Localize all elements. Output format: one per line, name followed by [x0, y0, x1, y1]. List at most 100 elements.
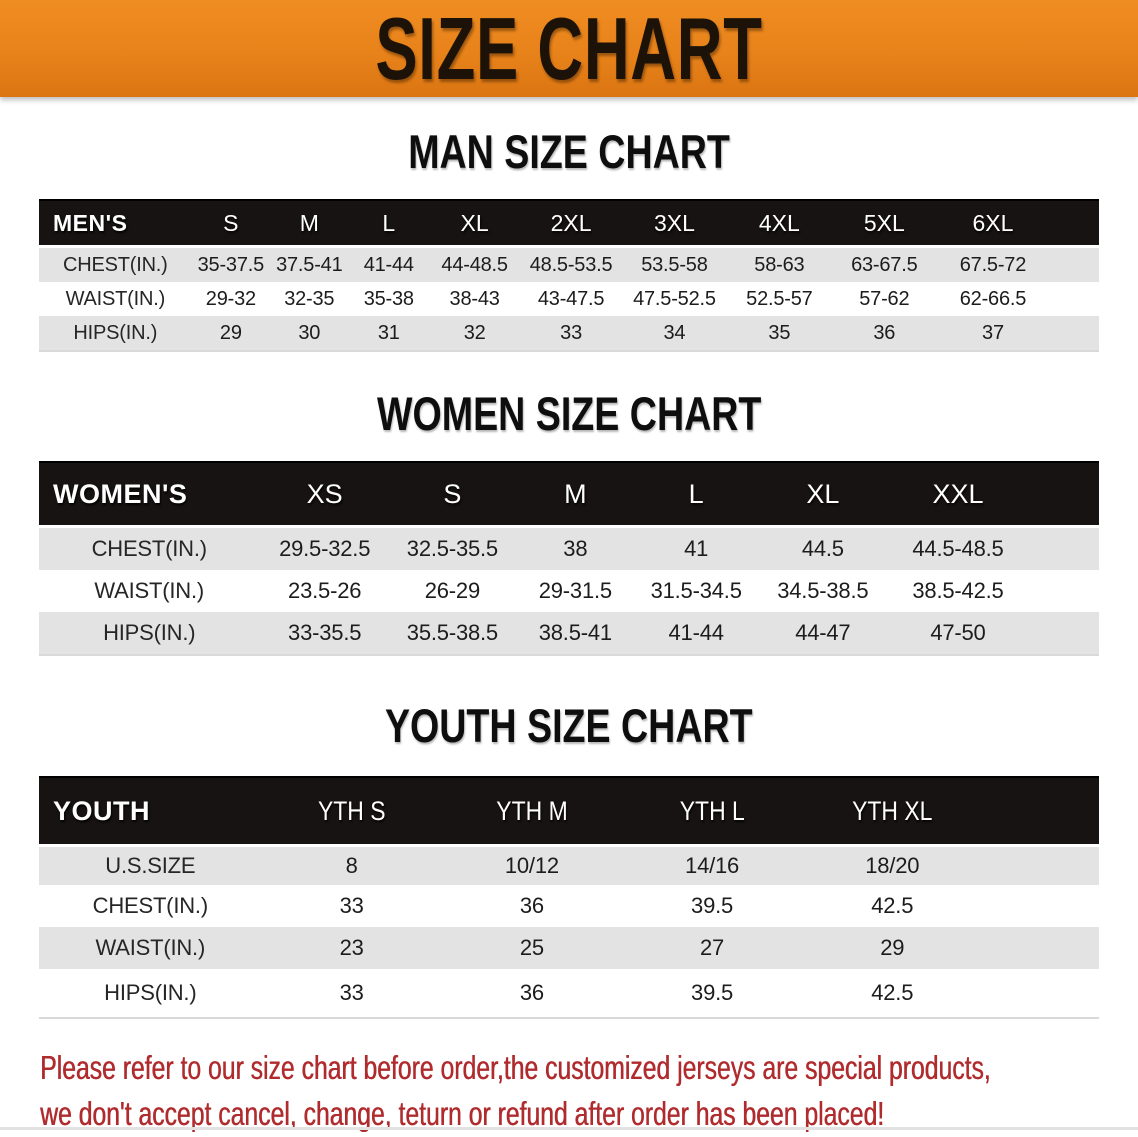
size-value-cell: 29: [191, 316, 271, 351]
spacer-cell: [1026, 461, 1099, 528]
size-value-cell: 29-32: [191, 282, 271, 316]
size-value-cell: 41-44: [635, 612, 757, 655]
men-waist-row: WAIST(IN.) 29-32 32-35 35-38 38-43 43-47…: [39, 282, 1099, 316]
size-value-cell: 35-37.5: [191, 246, 271, 282]
youth-table-corner-label: YOUTH: [39, 776, 262, 847]
size-value-cell: 53.5-58: [621, 246, 727, 282]
size-value-cell: 38: [514, 526, 636, 570]
size-col-header: 3XL: [621, 199, 727, 248]
women-table-header-row: WOMEN'S XS S M L XL XXL: [39, 461, 1099, 528]
size-value-cell: 8: [261, 845, 442, 885]
row-label: WAIST(IN.): [39, 570, 260, 612]
size-value-cell: 32.5-35.5: [389, 526, 515, 570]
size-value-cell: 29-31.5: [514, 570, 636, 612]
size-value-cell: 67.5-72: [936, 246, 1050, 282]
size-value-cell: 36: [441, 969, 622, 1018]
size-value-cell: 35-38: [348, 282, 430, 316]
size-value-cell: 37: [936, 316, 1050, 351]
size-value-cell: 42.5: [802, 969, 983, 1018]
size-value-cell: 37.5-41: [270, 246, 349, 282]
size-value-cell: 10/12: [441, 845, 622, 885]
size-value-cell: 14/16: [621, 845, 803, 885]
size-col-header: S: [389, 461, 515, 528]
spacer-cell: [1049, 282, 1099, 316]
size-value-cell: 35: [726, 316, 832, 351]
size-value-cell: 38.5-42.5: [889, 570, 1027, 612]
size-value-cell: 25: [441, 927, 622, 969]
size-value-cell: 34: [621, 316, 727, 351]
size-value-cell: 31.5-34.5: [635, 570, 757, 612]
size-value-cell: 47-50: [889, 612, 1027, 655]
row-label: WAIST(IN.): [39, 282, 192, 316]
youth-ussize-row: U.S.SIZE 8 10/12 14/16 18/20: [39, 845, 1099, 885]
size-col-header: 6XL: [936, 199, 1050, 248]
size-value-cell: 18/20: [802, 845, 983, 885]
youth-section-heading: YOUTH SIZE CHART: [0, 702, 1138, 749]
size-col-header: S: [191, 199, 271, 248]
size-value-cell: 44.5: [756, 526, 890, 570]
size-col-header: L: [348, 199, 430, 248]
size-value-cell: 52.5-57: [726, 282, 832, 316]
size-value-cell: 43-47.5: [520, 282, 622, 316]
size-col-header: XL: [429, 199, 521, 248]
size-col-header: YTH L: [621, 776, 803, 847]
size-value-cell: 48.5-53.5: [520, 246, 622, 282]
youth-hips-row: HIPS(IN.) 33 36 39.5 42.5: [39, 969, 1099, 1018]
row-label: U.S.SIZE: [39, 845, 262, 885]
size-value-cell: 41: [635, 526, 757, 570]
size-value-cell: 23: [261, 927, 442, 969]
size-col-header: L: [635, 461, 757, 528]
size-value-cell: 23.5-26: [259, 570, 390, 612]
youth-chest-row: CHEST(IN.) 33 36 39.5 42.5: [39, 885, 1099, 927]
men-heading-text: MAN SIZE CHART: [408, 125, 730, 178]
size-value-cell: 35.5-38.5: [389, 612, 515, 655]
size-chart-banner: SIZE CHART: [0, 0, 1138, 97]
row-label: HIPS(IN.): [39, 969, 262, 1018]
size-value-cell: 29: [802, 927, 983, 969]
size-value-cell: 39.5: [621, 885, 803, 927]
spacer-cell: [982, 969, 1099, 1018]
size-col-header: 5XL: [831, 199, 937, 248]
spacer-cell: [1049, 316, 1099, 351]
women-size-table: WOMEN'S XS S M L XL XXL CHEST(IN.) 29.5-…: [39, 461, 1099, 656]
row-label: CHEST(IN.): [39, 885, 262, 927]
row-label: CHEST(IN.): [39, 526, 260, 570]
spacer-cell: [1026, 570, 1099, 612]
spacer-cell: [1026, 612, 1099, 655]
spacer-cell: [1049, 199, 1099, 248]
size-col-header: 2XL: [520, 199, 622, 248]
size-value-cell: 34.5-38.5: [756, 570, 890, 612]
size-value-cell: 41-44: [348, 246, 430, 282]
spacer-cell: [1049, 246, 1099, 282]
men-table-header-row: MEN'S S M L XL 2XL 3XL 4XL 5XL 6XL: [39, 199, 1099, 248]
size-col-header: YTH S: [261, 776, 442, 847]
size-value-cell: 30: [270, 316, 349, 351]
banner-title: SIZE CHART: [375, 0, 763, 98]
size-value-cell: 33-35.5: [259, 612, 390, 655]
size-value-cell: 47.5-52.5: [621, 282, 727, 316]
size-col-header: XXL: [889, 461, 1027, 528]
spacer-cell: [1026, 526, 1099, 570]
size-value-cell: 32: [429, 316, 521, 351]
size-col-header: YTH M: [441, 776, 622, 847]
size-col-header: XS: [259, 461, 390, 528]
bottom-divider: [0, 1127, 1138, 1130]
men-section-heading: MAN SIZE CHART: [0, 128, 1138, 175]
youth-size-table: YOUTH YTH S YTH M YTH L YTH XL U.S.SIZE …: [39, 776, 1099, 1019]
size-value-cell: 33: [261, 885, 442, 927]
size-value-cell: 44-48.5: [429, 246, 521, 282]
size-value-cell: 29.5-32.5: [259, 526, 390, 570]
size-value-cell: 42.5: [802, 885, 983, 927]
men-chest-row: CHEST(IN.) 35-37.5 37.5-41 41-44 44-48.5…: [39, 246, 1099, 282]
size-value-cell: 62-66.5: [936, 282, 1050, 316]
women-chest-row: CHEST(IN.) 29.5-32.5 32.5-35.5 38 41 44.…: [39, 526, 1099, 570]
men-table-corner-label: MEN'S: [39, 199, 192, 248]
size-value-cell: 57-62: [831, 282, 937, 316]
spacer-cell: [982, 776, 1099, 847]
size-value-cell: 31: [348, 316, 430, 351]
spacer-cell: [982, 885, 1099, 927]
women-heading-text: WOMEN SIZE CHART: [376, 387, 762, 440]
size-value-cell: 32-35: [270, 282, 349, 316]
spacer-cell: [982, 927, 1099, 969]
size-value-cell: 38.5-41: [514, 612, 636, 655]
